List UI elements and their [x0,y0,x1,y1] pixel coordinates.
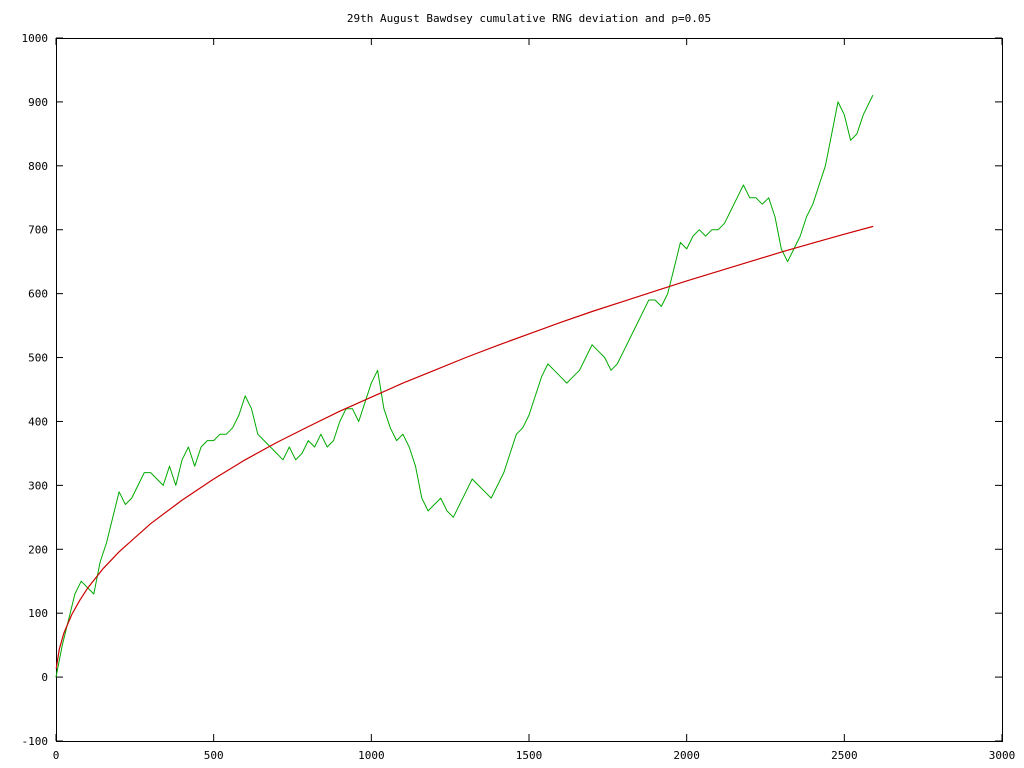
x-axis: 0 500 1000 1500 2000 2500 3000 [53,38,1016,762]
y-tick-label: 300 [28,479,48,492]
y-tick-label: 400 [28,415,48,428]
y-tick-label: 0 [41,671,48,684]
x-tick-label: 1500 [516,749,543,762]
y-axis: -100 0 100 200 300 400 500 600 700 800 900 1000 [22,32,1002,748]
x-tick-label: 500 [204,749,224,762]
plot-frame [56,38,1003,742]
series-line [55,95,874,678]
y-tick-label: 800 [28,160,48,173]
x-tick-label: 1000 [358,749,385,762]
chart-title: 29th August Bawdsey cumulative RNG devia… [347,12,711,25]
x-tick-label: 3000 [989,749,1016,762]
y-tick-label: 200 [28,543,48,556]
y-tick-label: 500 [28,352,48,365]
y-tick-label: 1000 [22,32,49,45]
y-tick-label: 100 [28,607,48,620]
x-tick-label: 2000 [673,749,700,762]
series-group [55,225,874,669]
y-tick-label: 700 [28,224,48,237]
x-tick-label: 2500 [831,749,858,762]
series-line [55,225,874,669]
x-tick-label: 0 [53,749,60,762]
y-tick-label: 900 [28,96,48,109]
plot-series [55,95,874,678]
y-tick-label: -100 [22,735,49,748]
y-tick-label: 600 [28,288,48,301]
series-group [55,95,874,678]
